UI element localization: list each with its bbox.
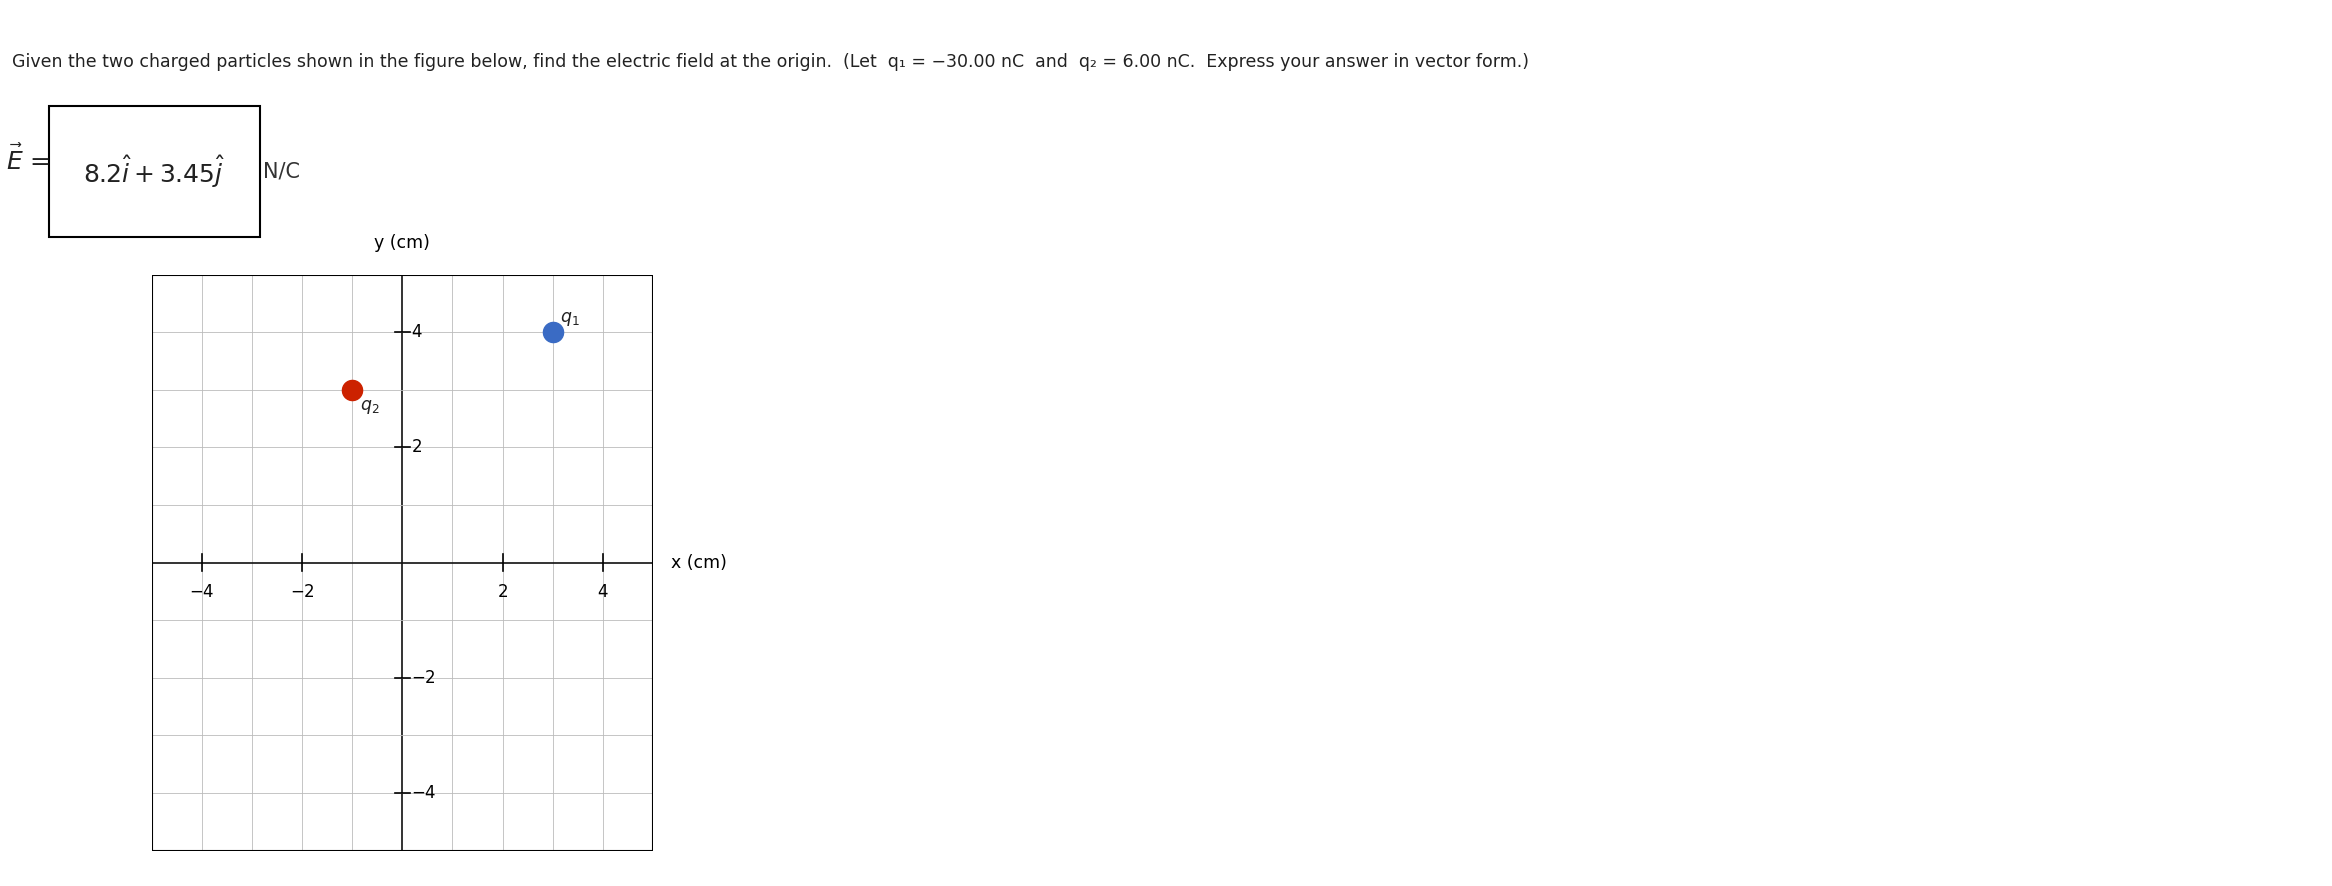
Text: $-4$: $-4$ <box>189 583 215 601</box>
Point <box>333 383 371 397</box>
Text: $\vec{E}$ =: $\vec{E}$ = <box>7 145 51 175</box>
FancyBboxPatch shape <box>49 106 261 237</box>
Point <box>534 325 571 339</box>
Text: $-2$: $-2$ <box>289 583 315 601</box>
Text: x (cm): x (cm) <box>672 554 725 571</box>
Text: Given the two charged particles shown in the figure below, find the electric fie: Given the two charged particles shown in… <box>12 53 1530 71</box>
Text: $q_1$: $q_1$ <box>560 309 581 328</box>
Text: $q_2$: $q_2$ <box>359 399 380 416</box>
Text: $4$: $4$ <box>410 323 422 341</box>
Text: $-4$: $-4$ <box>410 784 436 802</box>
Text: y (cm): y (cm) <box>375 234 429 252</box>
Text: ✕: ✕ <box>149 288 180 322</box>
Text: $2$: $2$ <box>497 583 508 601</box>
Text: $2$: $2$ <box>410 439 422 456</box>
Text: $-2$: $-2$ <box>410 669 436 687</box>
Text: $4$: $4$ <box>597 583 609 601</box>
Text: N/C: N/C <box>264 161 301 182</box>
Text: $8.2\hat{i} + 3.45\hat{j}$: $8.2\hat{i} + 3.45\hat{j}$ <box>84 153 226 190</box>
